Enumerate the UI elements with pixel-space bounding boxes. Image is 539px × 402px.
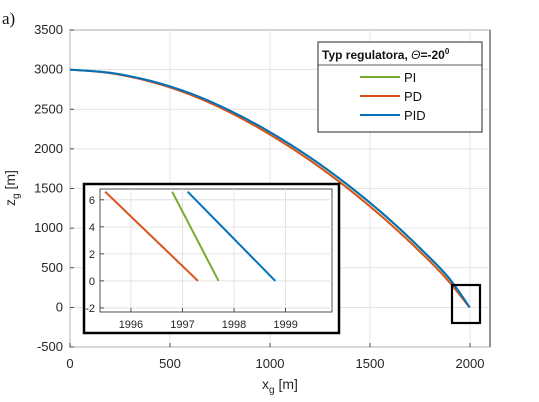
inset-x-tick-label: 1997 [170, 319, 194, 331]
inset-plot-area [99, 188, 333, 313]
main-x-tick-label: 500 [159, 356, 181, 371]
zoom-region-marker [450, 283, 482, 325]
inset-y-tick-label: 6 [89, 195, 95, 207]
main-y-tick-label: 3000 [34, 62, 63, 77]
main-x-tick-label: 2000 [456, 356, 485, 371]
main-ticks: 0 500 1000 1500 2000-50005001000150020002500… [34, 22, 484, 371]
legend-entries: PI PD PID [360, 70, 426, 123]
inset-y-tick-label: 0 [89, 276, 95, 288]
main-series-pid-line [69, 68, 471, 308]
inset-grid [100, 189, 332, 312]
inset-y-tick-label: 4 [89, 222, 95, 234]
legend-box [317, 41, 483, 133]
inset-zoom-chart: 1996 1997 1998 1999 -2 0 2 4 6 [82, 182, 341, 335]
main-y-tick-label: 1000 [34, 220, 63, 235]
legend-title: Typ regulatora, Θ=-200 [322, 47, 450, 62]
inset-series-pi-line [171, 191, 220, 282]
main-y-tick-label: -500 [37, 339, 63, 354]
main-y-tick-label: 2000 [34, 141, 63, 156]
panel-label: a) [2, 9, 15, 28]
inset-x-tick-label: 1996 [119, 319, 143, 331]
inset-ticks: 1996 1997 1998 1999 -2 0 2 4 6 [85, 195, 298, 331]
inset-x-tick-label: 1998 [222, 319, 246, 331]
legend-label-pid: PID [404, 108, 426, 123]
main-y-tick-label: 500 [41, 260, 63, 275]
main-series-lines [69, 68, 471, 308]
main-y-tick-label: 0 [56, 299, 63, 314]
main-x-tick-label: 0 [66, 356, 73, 371]
inset-y-tick-label: -2 [85, 303, 95, 315]
inset-series-lines [104, 190, 277, 282]
main-y-tick-label: 2500 [34, 101, 63, 116]
inset-series-pid-line [186, 191, 277, 282]
main-y-tick-label: 3500 [34, 22, 63, 37]
inset-x-tick-label: 1999 [273, 319, 297, 331]
inset-y-tick-label: 2 [89, 249, 95, 261]
main-x-tick-label: 1500 [356, 356, 385, 371]
main-y-tick-label: 1500 [34, 181, 63, 196]
legend-label-pd: PD [404, 89, 422, 104]
legend: Typ regulatora, Θ=-200 PI PD PID [317, 41, 483, 133]
legend-label-pi: PI [404, 70, 416, 85]
y-axis-label: zg [m] [2, 170, 22, 206]
main-x-tick-label: 1000 [256, 356, 285, 371]
x-axis-label: xg [m] [262, 376, 298, 396]
inset-series-pd-line [104, 190, 199, 282]
